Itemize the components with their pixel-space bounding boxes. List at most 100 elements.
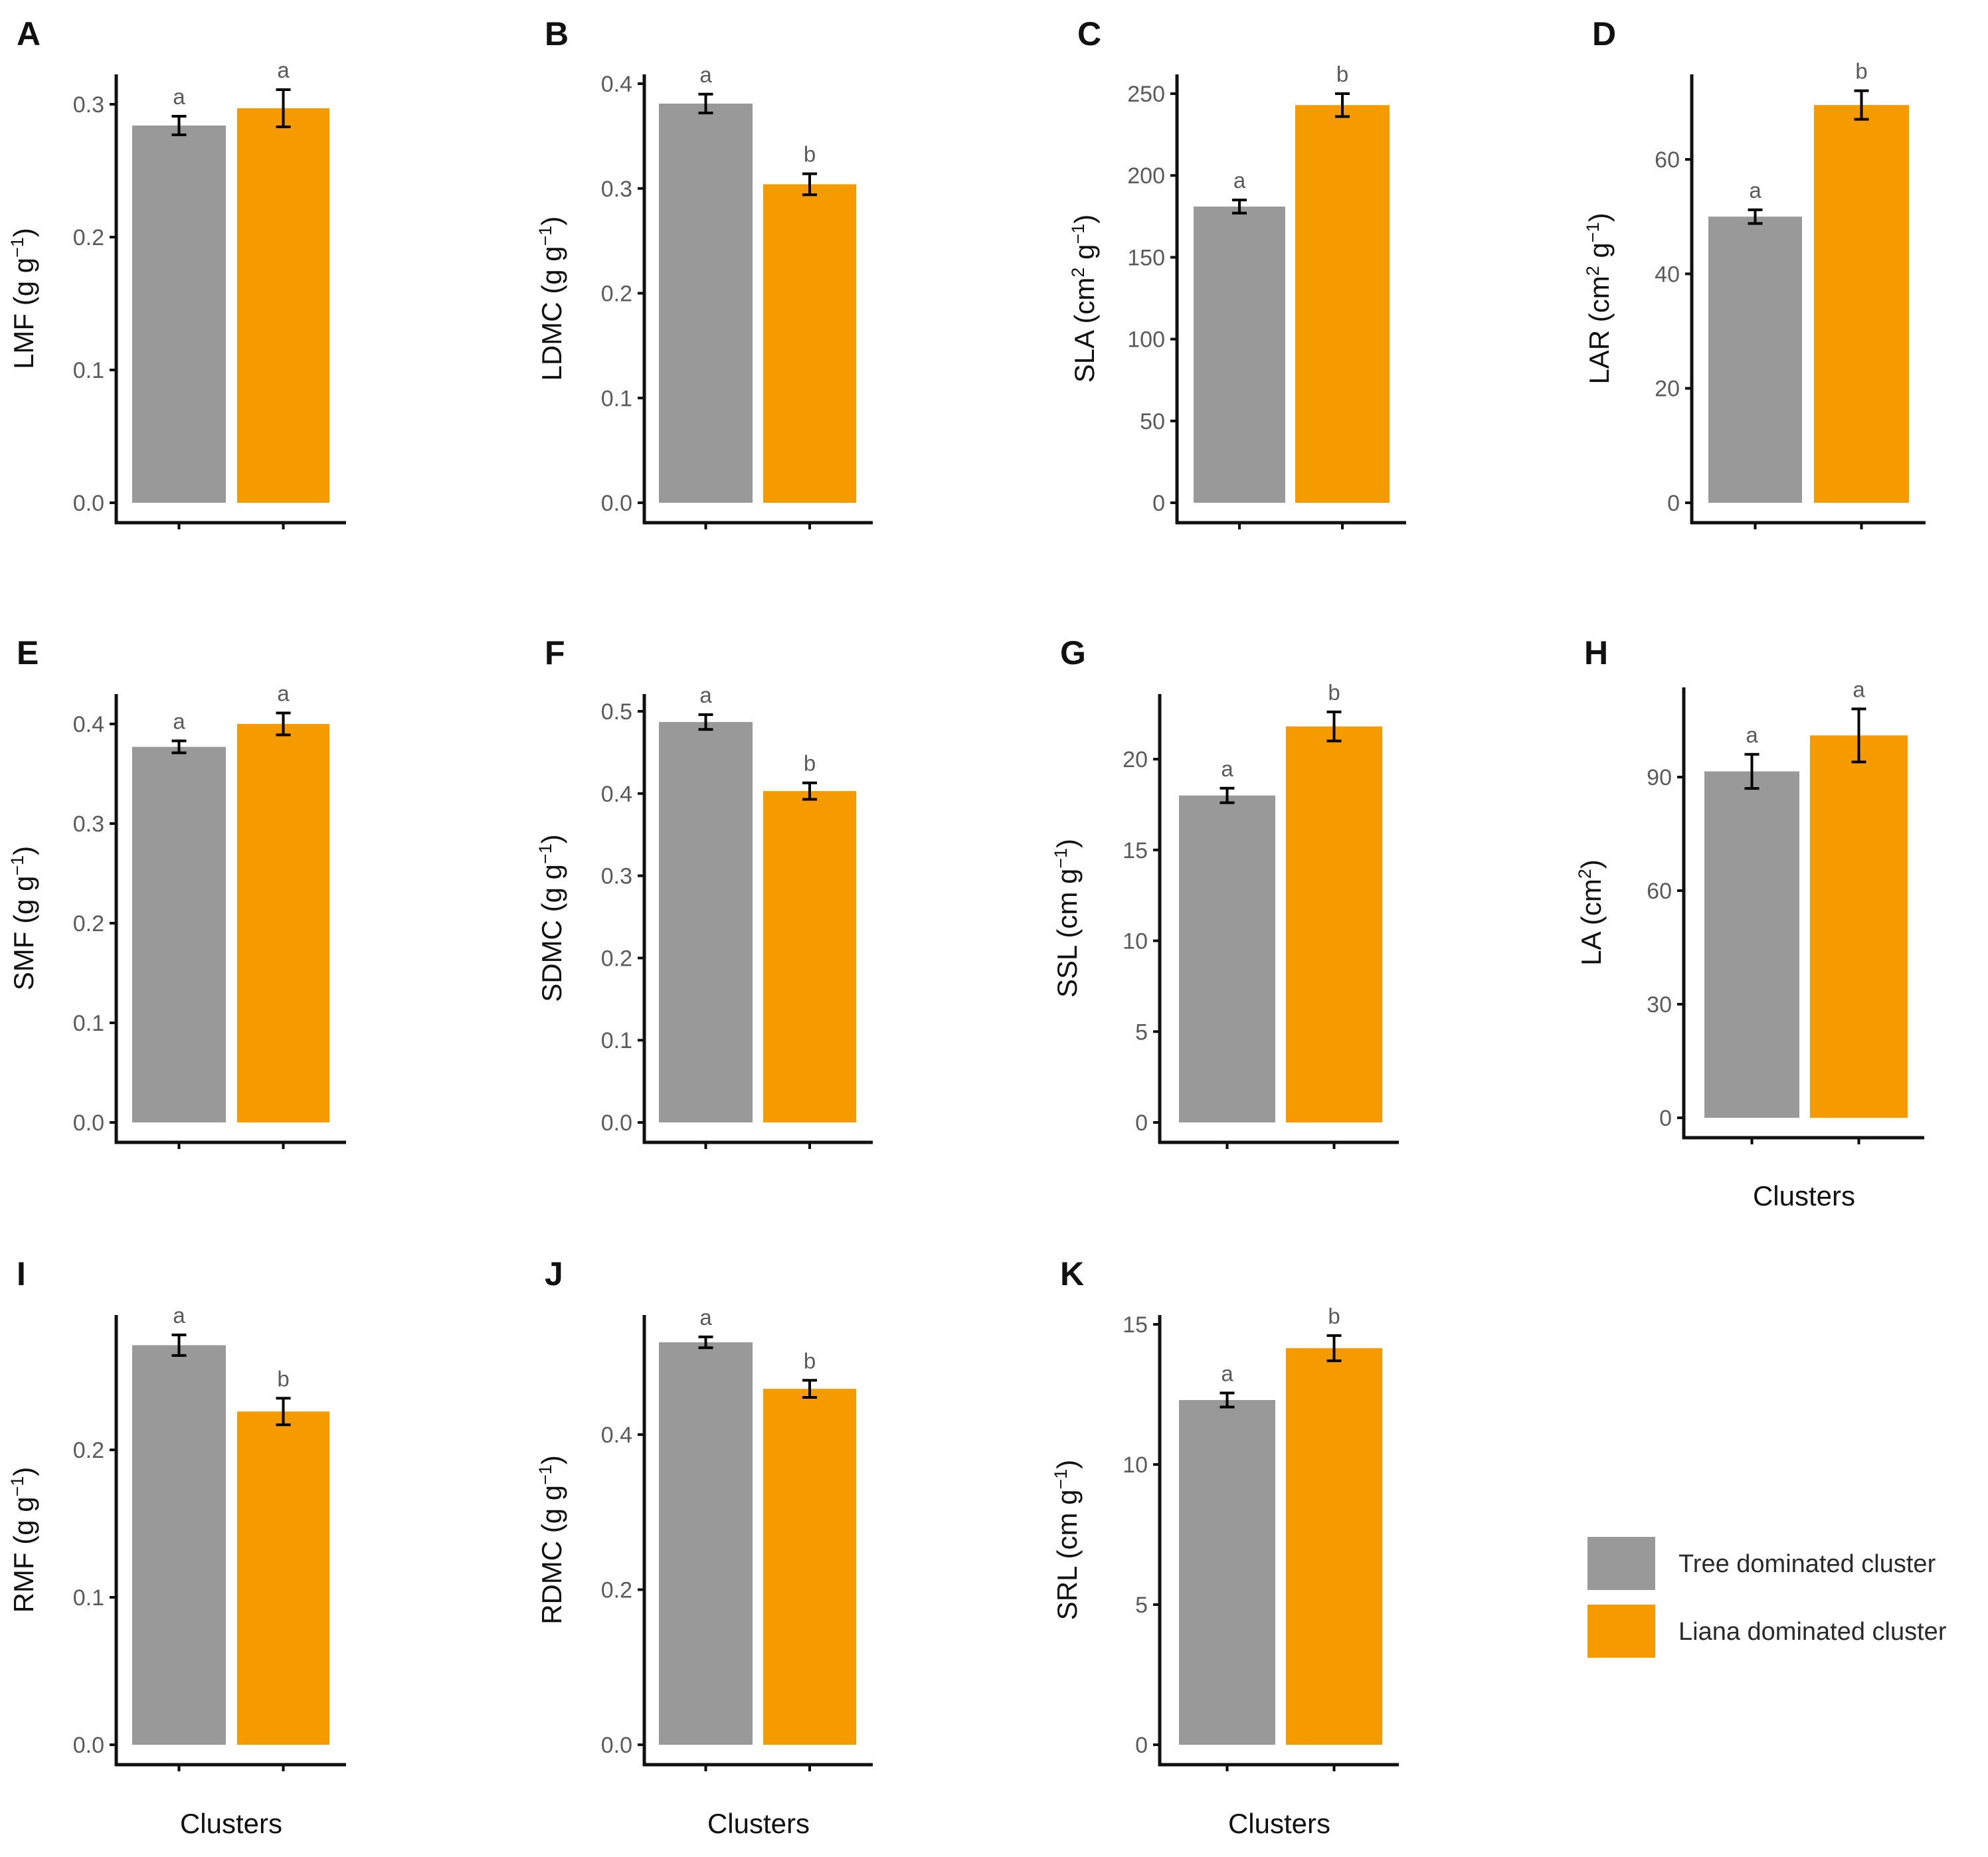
y-tick-label: 0.1 — [601, 1028, 632, 1053]
significance-letter: a — [173, 1303, 185, 1328]
bar-liana — [763, 1389, 856, 1745]
significance-letter: b — [804, 142, 816, 167]
y-axis-title: SSL (cm g−1) — [1051, 839, 1083, 998]
y-axis-title: RDMC (g g−1) — [535, 1455, 567, 1625]
y-axis-title-superscript: −1 — [535, 843, 555, 864]
y-axis-title-part: LDMC (g g — [536, 246, 567, 381]
bar-tree — [659, 103, 753, 503]
y-axis-title-superscript: −1 — [7, 855, 27, 876]
y-axis-title-part: SSL (cm g — [1051, 869, 1083, 998]
y-tick-label: 0.1 — [73, 1011, 104, 1036]
y-tick-label: 0.2 — [73, 1438, 104, 1463]
y-tick-label: 60 — [1647, 879, 1672, 904]
x-axis-title: Clusters — [1753, 1180, 1855, 1211]
y-axis-title-superscript: −1 — [7, 237, 27, 258]
significance-letter: a — [1221, 1361, 1233, 1385]
y-tick-label: 0.3 — [601, 177, 632, 202]
y-axis-title: SMF (g g−1) — [7, 846, 39, 991]
y-axis-title-part: RMF (g g — [8, 1496, 39, 1613]
y-axis-title-part: LA (cm — [1576, 879, 1607, 966]
panel-letter: C — [1077, 15, 1101, 52]
y-tick-label: 0.1 — [73, 1585, 104, 1611]
y-axis-title: RMF (g g−1) — [7, 1467, 39, 1613]
y-tick-label: 150 — [1127, 245, 1165, 270]
y-tick-label: 0.0 — [601, 1733, 632, 1758]
y-tick-label: 0.4 — [601, 1423, 632, 1448]
y-tick-label: 0.2 — [73, 225, 104, 250]
significance-letter: b — [1328, 1304, 1340, 1328]
y-axis-title-part: SRL (cm g — [1051, 1489, 1083, 1620]
bar-liana — [1286, 1348, 1382, 1745]
y-tick-label: 250 — [1127, 82, 1165, 107]
y-tick-label: 0.1 — [73, 358, 104, 383]
significance-letter: a — [699, 683, 712, 707]
legend-label-tree: Tree dominated cluster — [1678, 1550, 1936, 1578]
y-axis-title-superscript: 2 — [1068, 268, 1088, 278]
y-tick-label: 60 — [1655, 147, 1680, 173]
bar-liana — [1814, 105, 1909, 503]
panel-e: Ea a 0.0 0.1 0.2 0.3 0.4 SMF (g g−1) — [7, 634, 346, 1149]
y-tick-label: 0 — [1135, 1110, 1148, 1136]
significance-letter: b — [1855, 59, 1867, 84]
y-tick-label: 15 — [1123, 838, 1148, 863]
y-axis-title-part: SLA (cm — [1069, 278, 1100, 383]
legend-label-liana: Liana dominated cluster — [1678, 1618, 1947, 1646]
y-tick-label: 0.4 — [601, 782, 632, 807]
significance-letter: a — [1233, 168, 1246, 193]
y-axis-title-part: SDMC (g g — [536, 864, 567, 1002]
y-axis-title-part: ) — [8, 228, 39, 237]
y-axis-title: LAR (cm2 g−1) — [1583, 213, 1615, 384]
y-tick-label: 0.0 — [601, 1110, 632, 1136]
y-tick-label: 15 — [1123, 1312, 1148, 1338]
x-axis-title: Clusters — [707, 1808, 810, 1839]
significance-letter: a — [1749, 178, 1762, 203]
panel-letter: E — [17, 634, 39, 671]
panel-f: Fa b 0.0 0.1 0.2 0.3 0.4 0.5 SDMC (g g−1) — [535, 634, 873, 1149]
y-axis-title: LA (cm2) — [1575, 859, 1607, 966]
significance-letter: a — [1746, 723, 1758, 747]
y-tick-label: 0 — [1659, 1106, 1672, 1131]
bar-tree — [659, 1342, 753, 1745]
y-axis-title-superscript: −1 — [535, 1464, 555, 1485]
bar-tree — [1704, 771, 1799, 1118]
bar-liana — [237, 1411, 329, 1745]
y-axis-title-part: ) — [1051, 1460, 1083, 1469]
significance-letter: b — [804, 751, 816, 776]
panel-letter: A — [17, 15, 41, 52]
y-axis-title: LMF (g g−1) — [7, 228, 39, 369]
panel-a: Aa a 0.0 0.1 0.2 0.3 LMF (g g−1) — [7, 15, 346, 529]
y-tick-label: 0 — [1152, 491, 1165, 516]
y-axis-title-superscript: −1 — [1051, 1469, 1071, 1490]
bar-liana — [1295, 105, 1390, 503]
y-tick-label: 5 — [1135, 1593, 1148, 1618]
legend-swatch-liana — [1587, 1605, 1655, 1658]
significance-letter: a — [1221, 756, 1233, 781]
y-axis-title: SRL (cm g−1) — [1051, 1460, 1083, 1621]
y-axis-title-part: RDMC (g g — [536, 1485, 567, 1625]
y-tick-label: 20 — [1123, 747, 1148, 772]
y-axis-title-part: ) — [536, 834, 567, 843]
bar-tree — [132, 1345, 226, 1745]
significance-letter: b — [804, 1348, 816, 1373]
y-axis-title-part: LAR (cm — [1583, 276, 1615, 384]
y-axis-title-part: ) — [1069, 215, 1100, 224]
panel-letter: H — [1584, 634, 1608, 671]
significance-letter: b — [277, 1366, 289, 1391]
panel-b: Ba b 0.0 0.1 0.2 0.3 0.4 LDMC (g g−1) — [535, 15, 873, 529]
y-tick-label: 0.2 — [601, 282, 632, 307]
panel-letter: F — [545, 634, 565, 671]
y-axis-title-part: LMF (g g — [8, 258, 39, 369]
y-tick-label: 0.2 — [601, 1578, 632, 1603]
bar-liana — [763, 791, 856, 1122]
bar-tree — [1194, 207, 1285, 503]
significance-letter: a — [1852, 677, 1865, 701]
y-tick-label: 0.2 — [73, 911, 104, 936]
significance-letter: a — [699, 1305, 712, 1330]
panel-letter: J — [545, 1255, 563, 1292]
y-axis-title-part: ) — [8, 1467, 39, 1476]
y-tick-label: 0.4 — [73, 712, 104, 737]
y-axis-title-superscript: −1 — [1051, 848, 1071, 869]
bar-tree — [1179, 1399, 1275, 1745]
